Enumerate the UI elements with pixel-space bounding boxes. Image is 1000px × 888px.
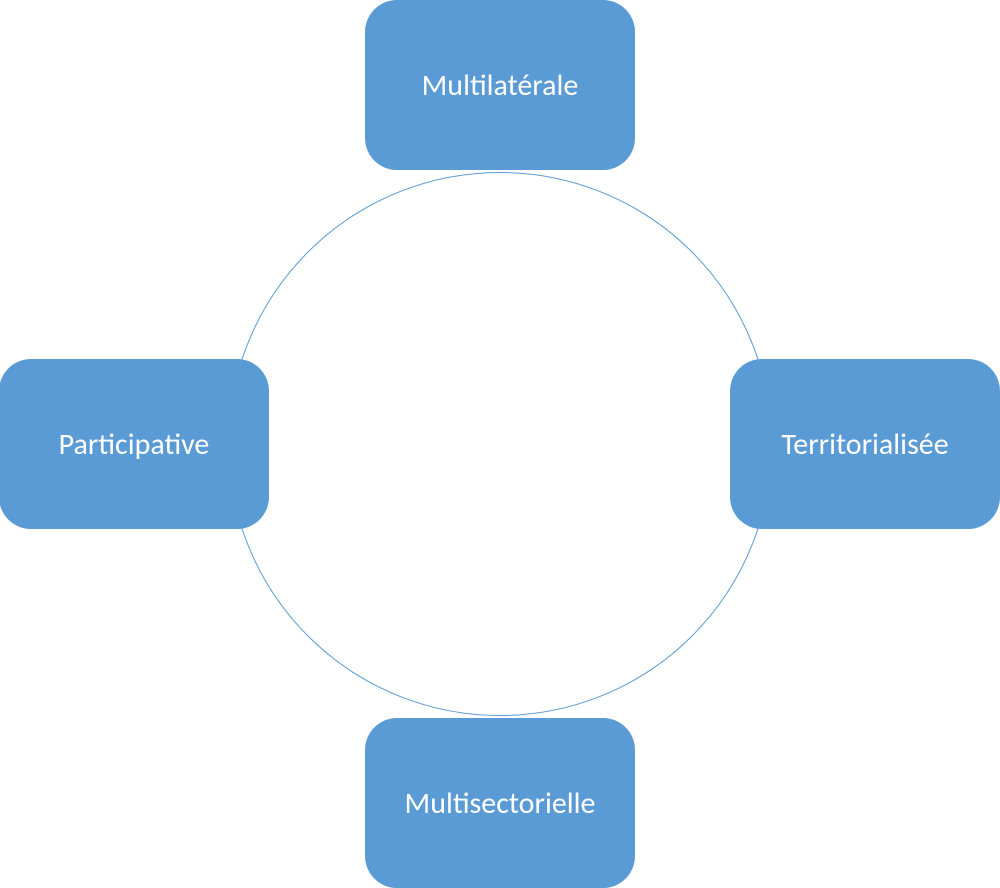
node-label: Multilatérale [422,67,579,104]
node-label: Multisectorielle [405,785,596,822]
node-bottom: Multisectorielle [365,718,635,888]
node-label: Territorialisée [781,426,948,463]
node-left: Participative [0,359,269,529]
node-label: Participative [59,426,210,463]
node-right: Territorialisée [730,359,1000,529]
cycle-ring [228,172,772,716]
node-top: Multilatérale [365,0,635,170]
cycle-diagram: Multilatérale Territorialisée Multisecto… [0,0,1000,888]
